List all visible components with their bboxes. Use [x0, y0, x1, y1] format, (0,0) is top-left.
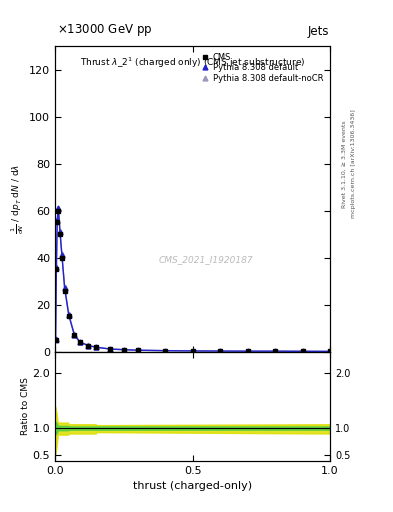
Pythia 8.308 default-noCR [328, 348, 332, 354]
Text: Thrust $\lambda\_2^1$ (charged only) (CMS jet substructure): Thrust $\lambda\_2^1$ (charged only) (CM… [80, 55, 305, 70]
Pythia 8.308 default-noCR [54, 265, 59, 271]
Pythia 8.308 default-noCR [55, 218, 60, 224]
Pythia 8.308 default-noCR [58, 227, 62, 233]
CMS [77, 339, 82, 345]
Pythia 8.308 default [163, 348, 167, 354]
Pythia 8.308 default-noCR [163, 348, 167, 354]
CMS [94, 345, 99, 351]
Pythia 8.308 default-noCR [53, 337, 58, 343]
Pythia 8.308 default [273, 348, 277, 354]
Pythia 8.308 default-noCR [94, 344, 99, 350]
Pythia 8.308 default-noCR [245, 348, 250, 354]
Pythia 8.308 default [62, 285, 67, 291]
Pythia 8.308 default-noCR [300, 348, 305, 354]
Pythia 8.308 default [77, 339, 82, 345]
Pythia 8.308 default-noCR [135, 347, 140, 353]
Text: mcplots.cern.ch [arXiv:1306.3436]: mcplots.cern.ch [arXiv:1306.3436] [351, 110, 356, 218]
Pythia 8.308 default [58, 229, 62, 235]
CMS [60, 254, 64, 261]
Pythia 8.308 default [72, 332, 77, 338]
CMS [66, 313, 71, 319]
Pythia 8.308 default [55, 217, 60, 223]
Pythia 8.308 default-noCR [77, 338, 82, 345]
Line: CMS: CMS [53, 208, 332, 354]
CMS [72, 332, 77, 338]
CMS [163, 348, 167, 354]
CMS [273, 348, 277, 354]
Pythia 8.308 default [121, 347, 126, 353]
Pythia 8.308 default-noCR [108, 346, 112, 352]
Pythia 8.308 default [56, 205, 61, 211]
Legend: CMS, Pythia 8.308 default, Pythia 8.308 default-noCR: CMS, Pythia 8.308 default, Pythia 8.308 … [197, 50, 326, 86]
CMS [55, 219, 60, 225]
Pythia 8.308 default [300, 348, 305, 354]
Pythia 8.308 default-noCR [190, 348, 195, 354]
Pythia 8.308 default [53, 336, 58, 343]
Pythia 8.308 default-noCR [56, 205, 61, 211]
CMS [190, 348, 195, 354]
CMS [135, 347, 140, 353]
Pythia 8.308 default-noCR [86, 342, 90, 348]
Pythia 8.308 default [108, 346, 112, 352]
Text: Rivet 3.1.10, ≥ 3.3M events: Rivet 3.1.10, ≥ 3.3M events [342, 120, 347, 208]
Pythia 8.308 default [54, 264, 59, 270]
CMS [245, 348, 250, 354]
Pythia 8.308 default [190, 348, 195, 354]
CMS [218, 348, 222, 354]
Pythia 8.308 default [86, 343, 90, 349]
Pythia 8.308 default [60, 252, 64, 259]
CMS [300, 348, 305, 354]
Y-axis label: $\frac{1}{\mathrm{d}N}$ / $\mathrm{d}p_T$ $\mathrm{d}N$ / $\mathrm{d}\lambda$: $\frac{1}{\mathrm{d}N}$ / $\mathrm{d}p_T… [10, 164, 26, 234]
Pythia 8.308 default-noCR [218, 348, 222, 354]
CMS [62, 287, 67, 293]
Text: $\times$13000 GeV pp: $\times$13000 GeV pp [57, 22, 152, 38]
CMS [56, 207, 61, 214]
Pythia 8.308 default [66, 312, 71, 318]
CMS [328, 348, 332, 354]
Text: CMS_2021_I1920187: CMS_2021_I1920187 [159, 255, 253, 265]
Pythia 8.308 default-noCR [66, 311, 71, 317]
Line: Pythia 8.308 default-noCR: Pythia 8.308 default-noCR [53, 206, 332, 354]
CMS [53, 337, 58, 343]
Pythia 8.308 default-noCR [72, 331, 77, 337]
Text: Jets: Jets [308, 25, 329, 38]
Pythia 8.308 default-noCR [273, 348, 277, 354]
Pythia 8.308 default [218, 348, 222, 354]
Line: Pythia 8.308 default: Pythia 8.308 default [53, 206, 332, 354]
Pythia 8.308 default [135, 347, 140, 353]
X-axis label: thrust (charged-only): thrust (charged-only) [133, 481, 252, 491]
CMS [54, 266, 59, 272]
Pythia 8.308 default [94, 344, 99, 350]
Pythia 8.308 default [328, 348, 332, 354]
CMS [86, 343, 90, 349]
CMS [108, 346, 112, 352]
Pythia 8.308 default [245, 348, 250, 354]
Pythia 8.308 default-noCR [60, 251, 64, 257]
Pythia 8.308 default-noCR [121, 347, 126, 353]
CMS [58, 231, 62, 237]
CMS [121, 347, 126, 353]
Y-axis label: Ratio to CMS: Ratio to CMS [20, 377, 29, 435]
Pythia 8.308 default-noCR [62, 284, 67, 290]
